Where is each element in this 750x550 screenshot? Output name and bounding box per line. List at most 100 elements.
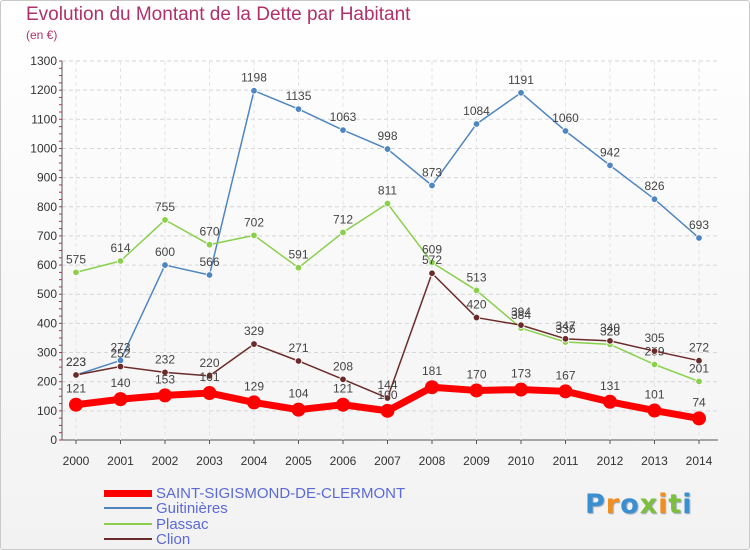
y-tick-label: 900 xyxy=(37,171,57,185)
x-tick-label: 2003 xyxy=(196,454,223,468)
data-label: 873 xyxy=(422,165,442,179)
data-label: 591 xyxy=(288,248,308,262)
data-label: 232 xyxy=(155,352,175,366)
data-point xyxy=(158,388,172,403)
data-point xyxy=(339,126,347,134)
data-point xyxy=(514,382,528,397)
data-label: 572 xyxy=(422,253,442,267)
chart-title: Evolution du Montant de la Dette par Hab… xyxy=(26,4,411,25)
legend-label: Guitinières xyxy=(156,499,228,517)
x-tick-label: 2005 xyxy=(285,454,312,468)
data-label: 131 xyxy=(600,379,620,393)
data-label: 811 xyxy=(378,184,397,198)
x-tick-label: 2014 xyxy=(686,454,713,468)
data-label: 942 xyxy=(600,145,620,159)
data-point xyxy=(250,340,258,348)
data-label: 167 xyxy=(555,368,575,382)
y-tick-label: 1000 xyxy=(30,141,57,155)
data-label: 1198 xyxy=(241,71,267,85)
x-tick-label: 2013 xyxy=(641,454,668,468)
y-tick-label: 200 xyxy=(37,375,57,389)
x-tick-label: 2008 xyxy=(419,454,446,468)
data-point xyxy=(161,368,169,377)
legend-label: SAINT-SIGISMOND-DE-CLERMONT xyxy=(156,484,406,502)
data-point xyxy=(72,268,80,277)
data-point xyxy=(695,357,703,365)
data-label: 328 xyxy=(600,324,620,338)
y-tick-label: 500 xyxy=(37,287,57,301)
data-label: 420 xyxy=(466,298,486,312)
y-tick-label: 800 xyxy=(37,200,57,214)
data-point xyxy=(250,87,258,95)
data-point xyxy=(336,397,350,412)
data-point xyxy=(383,199,392,208)
y-tick-label: 600 xyxy=(37,258,57,272)
data-point xyxy=(339,375,347,384)
data-point xyxy=(472,313,481,322)
data-point xyxy=(558,384,573,399)
data-point xyxy=(561,335,570,343)
data-label: 272 xyxy=(689,341,709,355)
data-label: 208 xyxy=(333,359,353,373)
data-label: 609 xyxy=(422,242,442,256)
data-point xyxy=(695,234,703,242)
y-tick-label: 300 xyxy=(37,346,57,360)
series-saint-sigismond-de-clermont: 121 140 153 161 129 104 121 100 181 170 173 167 131 1… xyxy=(66,364,706,426)
data-label: 181 xyxy=(422,364,442,378)
data-point xyxy=(650,360,659,369)
series-plassac: 575 614 755 670 702 591 712 811 609 513 384 336 328 2… xyxy=(66,184,709,386)
legend-item-saint-sigismond: SAINT-SIGISMOND-DE-CLERMONT xyxy=(104,484,406,502)
data-label: 252 xyxy=(110,347,130,361)
data-point xyxy=(606,337,614,345)
data-label: 826 xyxy=(644,179,664,193)
data-label: 336 xyxy=(555,322,575,336)
data-point xyxy=(294,264,303,272)
data-label: 161 xyxy=(199,370,219,384)
legend-swatch xyxy=(104,489,152,497)
x-tick-label: 2007 xyxy=(374,454,401,468)
data-label: 384 xyxy=(511,308,531,322)
data-point xyxy=(205,271,214,279)
data-label: 566 xyxy=(199,255,219,269)
data-point xyxy=(561,127,570,135)
data-point xyxy=(647,403,662,418)
data-point xyxy=(383,394,392,402)
data-label: 140 xyxy=(110,376,130,390)
data-label: 273 xyxy=(110,340,130,354)
data-label: 340 xyxy=(600,321,620,335)
data-label: 670 xyxy=(199,225,219,239)
data-point xyxy=(205,372,214,380)
data-label: 173 xyxy=(511,367,531,381)
data-point xyxy=(428,269,436,277)
data-label: 170 xyxy=(466,367,486,381)
data-label: 121 xyxy=(66,382,86,396)
data-point xyxy=(291,402,306,417)
chart-unit-label: (en €) xyxy=(26,28,58,42)
legend-label: Plassac xyxy=(156,515,209,533)
data-point xyxy=(383,145,392,153)
data-point xyxy=(205,240,214,249)
y-tick-label: 0 xyxy=(50,433,57,447)
x-tick-label: 2004 xyxy=(241,454,268,468)
x-tick-label: 2002 xyxy=(152,454,179,468)
data-label: 1135 xyxy=(286,89,312,103)
legend-item-clion: Clion xyxy=(104,530,191,548)
data-label: 1060 xyxy=(552,111,579,125)
data-point xyxy=(692,411,706,426)
data-label: 347 xyxy=(555,319,575,333)
data-point xyxy=(247,395,261,410)
data-label: 575 xyxy=(66,252,86,266)
data-label: 223 xyxy=(66,355,86,369)
x-tick-label: 2006 xyxy=(330,454,357,468)
data-point xyxy=(202,386,217,401)
x-tick-label: 2010 xyxy=(508,454,535,468)
data-point xyxy=(517,89,525,97)
y-tick-label: 1300 xyxy=(30,54,57,68)
data-label: 223 xyxy=(66,355,86,369)
data-label: 755 xyxy=(155,200,175,214)
y-tick-label: 1100 xyxy=(31,112,57,126)
legend-label: Clion xyxy=(156,530,191,548)
